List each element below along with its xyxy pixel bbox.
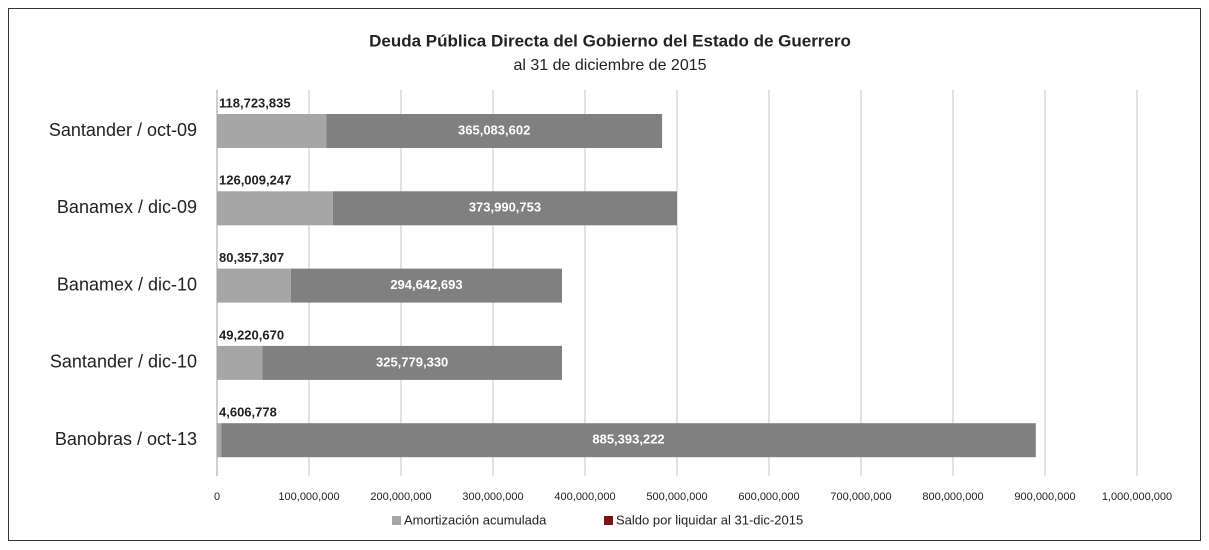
x-tick-label: 300,000,000 (462, 491, 523, 503)
x-tick-label: 600,000,000 (738, 491, 799, 503)
bar-segment (326, 114, 663, 148)
bar-segment (217, 114, 327, 148)
x-tick-label: 800,000,000 (922, 491, 983, 503)
x-tick-label: 900,000,000 (1014, 491, 1075, 503)
legend-label: Saldo por liquidar al 31-dic-2015 (616, 512, 803, 527)
bar-segment (217, 423, 222, 458)
x-tick-label: 1,000,000,000 (1102, 491, 1172, 503)
y-tick-label: Santander / dic-10 (50, 352, 197, 372)
y-tick-label: Banobras / oct-13 (55, 429, 197, 449)
x-tick-label: 500,000,000 (646, 491, 707, 503)
bar-segment (217, 268, 291, 303)
y-tick-label: Santander / oct-09 (49, 120, 197, 140)
data-label: 885,393,222 (592, 432, 664, 447)
data-label: 294,642,693 (390, 277, 462, 292)
data-label: 49,220,670 (219, 327, 284, 342)
legend-swatch (392, 516, 401, 525)
legend-label: Amortización acumulada (404, 512, 547, 527)
x-tick-label: 100,000,000 (278, 491, 339, 503)
bar-segment (217, 191, 333, 226)
bar-segment (262, 345, 562, 380)
bar-segment (290, 268, 562, 303)
y-tick-label: Banamex / dic-10 (57, 274, 197, 294)
data-label: 126,009,247 (219, 173, 291, 188)
data-label: 118,723,835 (219, 95, 291, 110)
data-label: 373,990,753 (469, 200, 541, 215)
x-tick-label: 200,000,000 (370, 491, 431, 503)
legend-swatch (604, 516, 613, 525)
chart-subtitle: al 31 de diciembre de 2015 (513, 57, 706, 74)
data-label: 325,779,330 (376, 354, 448, 369)
x-tick-label: 0 (214, 491, 220, 503)
data-label: 4,606,778 (219, 405, 277, 420)
x-tick-label: 400,000,000 (554, 491, 615, 503)
chart-title: Deuda Pública Directa del Gobierno del E… (369, 31, 851, 50)
bar-segment (221, 423, 1036, 458)
data-label: 80,357,307 (219, 250, 284, 265)
data-label: 365,083,602 (458, 122, 530, 137)
bar-segment (217, 345, 263, 380)
bar-segment (332, 191, 677, 226)
y-tick-label: Banamex / dic-09 (57, 197, 197, 217)
x-tick-label: 700,000,000 (830, 491, 891, 503)
